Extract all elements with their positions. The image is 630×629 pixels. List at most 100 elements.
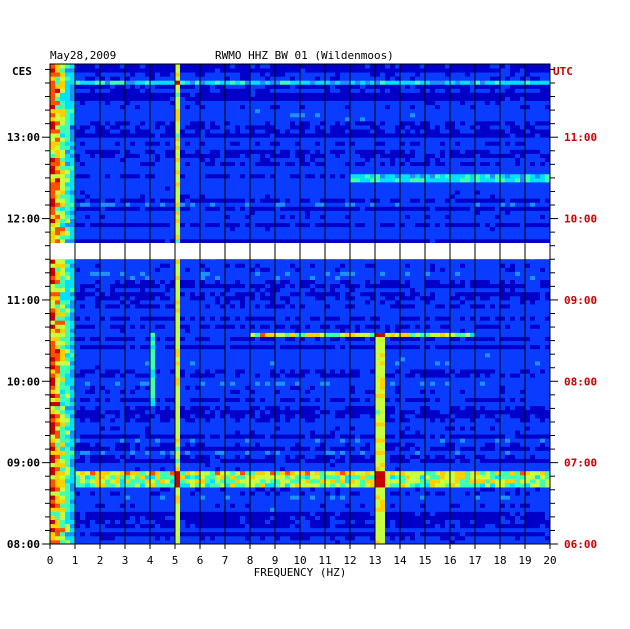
heatmap-cell xyxy=(445,478,451,484)
heatmap-cell xyxy=(475,438,481,443)
heatmap-cell xyxy=(320,389,326,394)
heatmap-cell xyxy=(360,466,366,472)
heatmap-cell xyxy=(385,409,391,415)
heatmap-cell xyxy=(165,499,171,504)
heatmap-cell xyxy=(95,385,101,390)
heatmap-cell xyxy=(170,515,176,520)
heatmap-cell xyxy=(215,377,221,382)
heatmap-cell xyxy=(60,389,66,394)
heatmap-cell xyxy=(145,373,151,378)
heatmap-cell xyxy=(115,401,121,407)
heatmap-cell xyxy=(50,365,56,370)
heatmap-cell xyxy=(215,491,221,496)
heatmap-cell xyxy=(450,503,456,508)
heatmap-cell xyxy=(300,523,306,529)
heatmap-cell xyxy=(180,365,186,370)
heatmap-cell xyxy=(240,417,246,423)
heatmap-cell xyxy=(195,487,201,492)
heatmap-cell xyxy=(210,385,216,390)
heatmap-cell xyxy=(480,385,486,390)
heatmap-cell xyxy=(75,389,81,394)
heatmap-cell xyxy=(445,393,451,398)
heatmap-cell xyxy=(75,413,81,419)
heatmap-cell xyxy=(160,539,166,545)
heatmap-cell xyxy=(485,515,491,520)
heatmap-cell xyxy=(360,491,366,496)
heatmap-cell xyxy=(110,369,116,374)
heatmap-cell xyxy=(215,401,221,407)
heatmap-cell xyxy=(540,373,546,378)
heatmap-cell xyxy=(60,385,66,390)
heatmap-cell xyxy=(210,421,216,427)
heatmap-cell xyxy=(240,421,246,427)
heatmap-cell xyxy=(145,442,151,447)
heatmap-cell xyxy=(245,491,251,496)
heatmap-cell xyxy=(160,450,166,455)
heatmap-cell xyxy=(460,466,466,472)
heatmap-cell xyxy=(325,352,331,358)
heatmap-cell xyxy=(90,352,96,358)
heatmap-cell xyxy=(420,466,426,472)
heatmap-cell xyxy=(285,393,291,398)
heatmap-cell xyxy=(230,531,236,537)
heatmap-cell xyxy=(275,356,281,362)
heatmap-cell xyxy=(400,470,406,476)
heatmap-cell xyxy=(540,360,546,366)
heatmap-cell xyxy=(205,531,211,537)
heatmap-cell xyxy=(75,421,81,427)
heatmap-cell xyxy=(205,487,211,492)
heatmap-cell xyxy=(280,515,286,520)
heatmap-cell xyxy=(75,466,81,472)
heatmap-cell xyxy=(165,507,171,512)
heatmap-cell xyxy=(290,430,296,435)
heatmap-cell xyxy=(385,466,391,472)
heatmap-cell xyxy=(85,438,91,443)
heatmap-cell xyxy=(350,539,356,545)
heatmap-cell xyxy=(75,356,81,362)
heatmap-cell xyxy=(105,482,111,488)
heatmap-cell xyxy=(365,360,371,366)
heatmap-cell xyxy=(120,421,126,427)
heatmap-cell xyxy=(340,356,346,362)
heatmap-cell xyxy=(335,434,341,439)
heatmap-cell xyxy=(440,454,446,459)
heatmap-cell xyxy=(275,421,281,427)
heatmap-cell xyxy=(240,409,246,415)
heatmap-cell xyxy=(110,454,116,459)
heatmap-cell xyxy=(205,393,211,398)
heatmap-cell xyxy=(265,389,271,394)
heatmap-cell xyxy=(95,539,101,545)
heatmap-cell xyxy=(335,356,341,362)
heatmap-cell xyxy=(525,389,531,394)
heatmap-cell xyxy=(545,491,551,496)
heatmap-cell xyxy=(205,491,211,496)
heatmap-cell xyxy=(430,413,436,419)
heatmap-cell xyxy=(505,511,511,516)
heatmap-cell xyxy=(345,397,351,403)
heatmap-cell xyxy=(155,373,161,378)
heatmap-cell xyxy=(210,446,216,451)
heatmap-cell xyxy=(315,487,321,492)
heatmap-cell xyxy=(200,454,206,459)
heatmap-cell xyxy=(300,491,306,496)
heatmap-cell xyxy=(340,507,346,512)
heatmap-cell xyxy=(355,474,361,480)
heatmap-cell xyxy=(65,539,71,545)
heatmap-cell xyxy=(135,434,141,439)
heatmap-cell xyxy=(350,373,356,378)
heatmap-cell xyxy=(410,535,416,541)
heatmap-cell xyxy=(215,487,221,492)
heatmap-cell xyxy=(475,377,481,382)
heatmap-cell xyxy=(475,499,481,504)
heatmap-cell xyxy=(315,426,321,431)
heatmap-cell xyxy=(225,352,231,358)
heatmap-cell xyxy=(290,515,296,520)
heatmap-cell xyxy=(525,474,531,480)
heatmap-cell xyxy=(260,426,266,431)
heatmap-cell xyxy=(535,365,541,370)
heatmap-cell xyxy=(225,462,231,468)
heatmap-cell xyxy=(425,446,431,451)
heatmap-cell xyxy=(100,531,106,537)
heatmap-cell xyxy=(240,365,246,370)
heatmap-cell xyxy=(95,482,101,488)
